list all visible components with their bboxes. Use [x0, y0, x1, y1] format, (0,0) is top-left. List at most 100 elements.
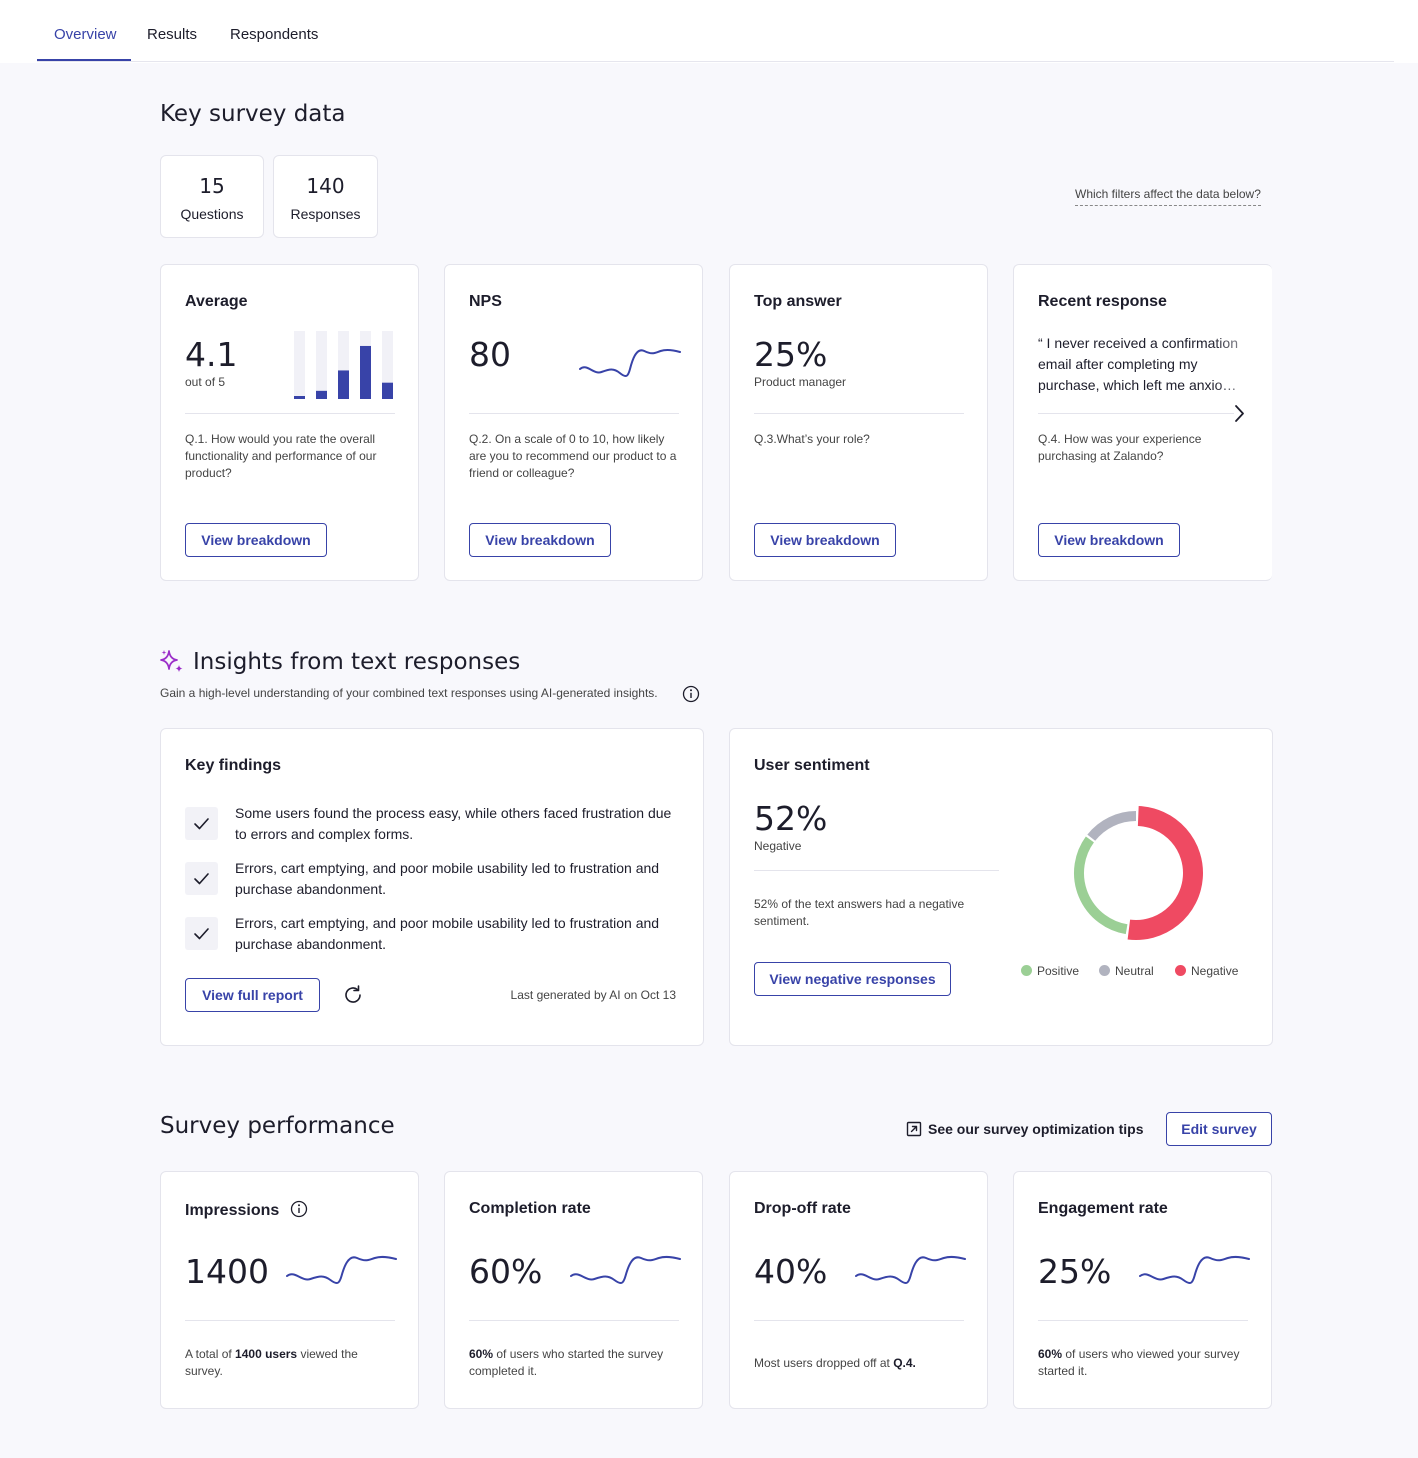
rating-bar-track	[294, 331, 305, 399]
sentiment-donut-chart	[1074, 806, 1203, 940]
card-description: A total of 1400 users viewed the survey.	[185, 1346, 395, 1380]
card-title: Engagement rate	[1038, 1200, 1168, 1217]
card-subtitle: Product manager	[754, 375, 847, 389]
card-value: 1400	[185, 1252, 269, 1291]
tab-overview[interactable]: Overview	[54, 26, 117, 43]
optimization-tips-link[interactable]: See our survey optimization tips	[906, 1121, 1144, 1137]
desc-highlight: 60%	[1038, 1347, 1063, 1361]
card-subtitle: out of 5	[185, 375, 226, 389]
card-question: Q.3.What’s your role?	[754, 432, 870, 446]
desc-text: A total of	[185, 1347, 236, 1361]
finding-text: Errors, cart emptying, and poor mobile u…	[235, 915, 660, 952]
card-divider	[754, 413, 964, 414]
card-divider	[185, 413, 395, 414]
desc-text: of users who started the survey complete…	[469, 1347, 664, 1378]
rating-bar	[338, 370, 349, 399]
card-title: Top answer	[754, 293, 842, 310]
positive-segment	[1074, 836, 1128, 935]
tab-bar: Overview Results Respondents	[0, 0, 1418, 63]
card-divider	[469, 413, 679, 414]
recent-response-card: Recent response “ I never received a con…	[1013, 264, 1272, 581]
last-generated-text: Last generated by AI on Oct 13	[510, 988, 676, 1002]
optimization-tips-label: See our survey optimization tips	[928, 1121, 1144, 1137]
desc-text: Most users dropped off at	[754, 1356, 894, 1370]
insights-description-text: Gain a high-level understanding of your …	[160, 686, 658, 700]
view-breakdown-button[interactable]: View breakdown	[1038, 523, 1180, 557]
legend-label: Neutral	[1115, 964, 1154, 978]
card-divider	[754, 870, 999, 871]
stat-value: 140	[306, 174, 345, 198]
tab-results[interactable]: Results	[147, 26, 198, 43]
card-divider	[1038, 1320, 1248, 1321]
top-answer-card: Top answer 25% Product manager Q.3.What’…	[729, 264, 988, 581]
info-icon[interactable]	[682, 685, 700, 703]
card-divider	[754, 1320, 964, 1321]
negative-segment	[1127, 806, 1203, 940]
sparkline-path	[570, 1255, 681, 1285]
regenerate-icon[interactable]	[342, 984, 364, 1006]
nps-trend-sparkline	[579, 348, 681, 378]
tab-divider	[37, 61, 1394, 62]
card-description: 60% of users who started the survey comp…	[469, 1346, 679, 1380]
performance-title: Survey performance	[160, 1113, 395, 1139]
view-full-report-button[interactable]: View full report	[185, 978, 320, 1012]
view-breakdown-button[interactable]: View breakdown	[754, 523, 896, 557]
text-fade	[1212, 325, 1272, 405]
stat-value: 15	[199, 174, 225, 198]
desc-highlight: Q.4.	[893, 1356, 916, 1370]
rating-bar-track	[338, 331, 349, 399]
tab-respondents[interactable]: Respondents	[230, 26, 319, 43]
drop-off-trend-sparkline	[855, 1255, 966, 1285]
card-title: Average	[185, 293, 248, 310]
impressions-trend-sparkline	[286, 1255, 397, 1285]
desc-highlight: 60%	[469, 1347, 494, 1361]
finding-text: Some users found the process easy, while…	[235, 805, 672, 842]
card-question: Q.1. How would you rate the overall func…	[185, 432, 377, 480]
card-value: 40%	[754, 1252, 828, 1291]
card-title: NPS	[469, 293, 502, 310]
user-sentiment-card: User sentiment 52% Negative 52% of the t…	[729, 728, 1273, 1046]
view-negative-responses-button[interactable]: View negative responses	[754, 962, 951, 996]
card-value: 60%	[469, 1252, 543, 1291]
info-icon[interactable]	[290, 1200, 308, 1218]
legend-dot	[1021, 965, 1032, 976]
card-value: 80	[469, 335, 511, 374]
card-divider	[1038, 413, 1234, 414]
card-title-text: Impressions	[185, 1202, 280, 1219]
card-description: Most users dropped off at Q.4.	[754, 1355, 964, 1372]
stat-questions: 15 Questions	[160, 155, 264, 238]
average-card: Average 4.1 out of 5 Q.1. How would you …	[160, 264, 419, 581]
stat-responses: 140 Responses	[273, 155, 378, 238]
neutral-segment	[1087, 811, 1137, 841]
quote-line: “ I never received a confirmation	[1038, 335, 1238, 351]
edit-survey-button[interactable]: Edit survey	[1166, 1112, 1272, 1146]
desc-highlight: 1400 users	[235, 1347, 298, 1361]
card-title: Key findings	[185, 757, 282, 774]
active-tab-indicator	[37, 59, 131, 62]
legend-neutral: Neutral	[1099, 964, 1154, 978]
card-title: Completion rate	[469, 1200, 591, 1217]
rating-bar	[360, 345, 371, 399]
card-question: Q.2. On a scale of 0 to 10, how likely a…	[469, 432, 677, 480]
completion-rate-card: Completion rate 60% 60% of users who sta…	[444, 1171, 703, 1409]
card-title: User sentiment	[754, 757, 870, 774]
chevron-right-icon[interactable]	[1233, 404, 1247, 423]
sparkline-path	[286, 1255, 397, 1285]
nps-card: NPS 80 Q.2. On a scale of 0 to 10, how l…	[444, 264, 703, 581]
view-breakdown-button[interactable]: View breakdown	[469, 523, 611, 557]
filters-info-link[interactable]: Which filters affect the data below?	[1075, 187, 1261, 206]
sparkline-path	[579, 348, 681, 378]
insights-title: Insights from text responses	[193, 649, 521, 675]
card-divider	[469, 1320, 679, 1321]
finding-text: Errors, cart emptying, and poor mobile u…	[235, 860, 660, 897]
legend-positive: Positive	[1021, 964, 1079, 978]
card-value: 52%	[754, 799, 828, 838]
key-data-title: Key survey data	[160, 101, 346, 127]
rating-bar	[316, 390, 327, 399]
view-breakdown-button[interactable]: View breakdown	[185, 523, 327, 557]
rating-bar-track	[316, 331, 327, 399]
completion-trend-sparkline	[570, 1255, 681, 1285]
insights-description: Gain a high-level understanding of your …	[160, 686, 658, 700]
card-value: 25%	[754, 335, 828, 374]
quote-line: purchase, which left me anxio…	[1038, 377, 1237, 393]
